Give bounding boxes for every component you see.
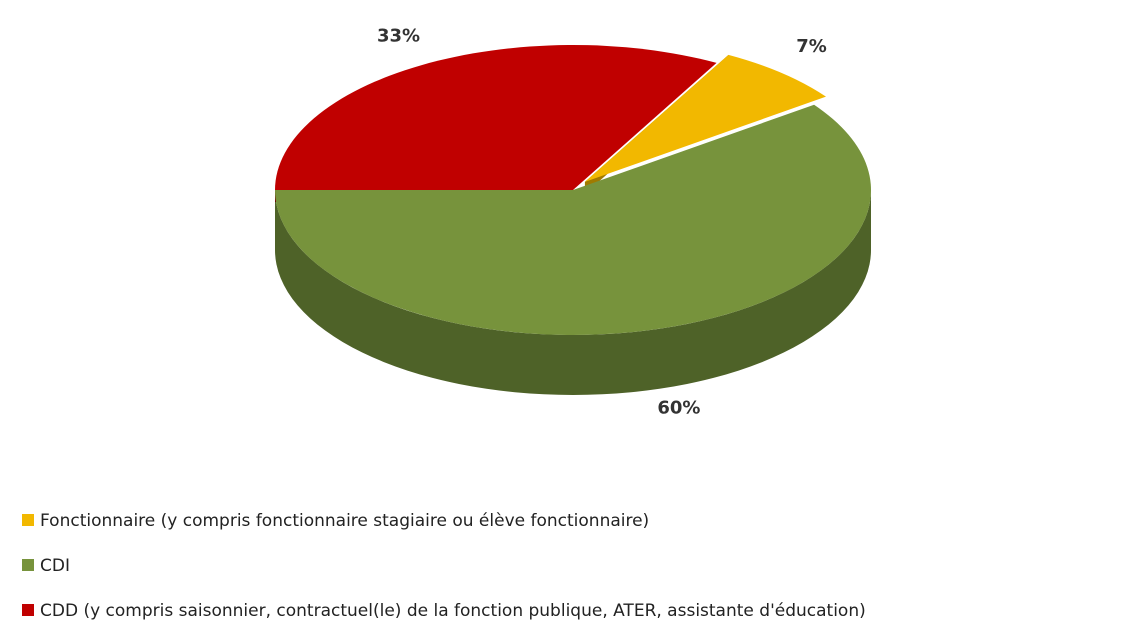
data-label: 7% xyxy=(796,36,827,57)
pie-side xyxy=(275,190,871,395)
legend-swatch xyxy=(22,604,34,616)
legend-label: CDD (y compris saisonnier, contractuel(l… xyxy=(40,601,866,621)
legend-label: Fonctionnaire (y compris fonctionnaire s… xyxy=(40,511,649,531)
legend-swatch xyxy=(22,514,34,526)
legend-label: CDI xyxy=(40,556,70,576)
pie-slice xyxy=(584,54,826,182)
pie-slice xyxy=(275,104,871,336)
legend-swatch xyxy=(22,559,34,571)
data-label: 33% xyxy=(377,25,420,46)
pie-slice xyxy=(275,45,717,191)
data-label: 60% xyxy=(657,398,700,419)
